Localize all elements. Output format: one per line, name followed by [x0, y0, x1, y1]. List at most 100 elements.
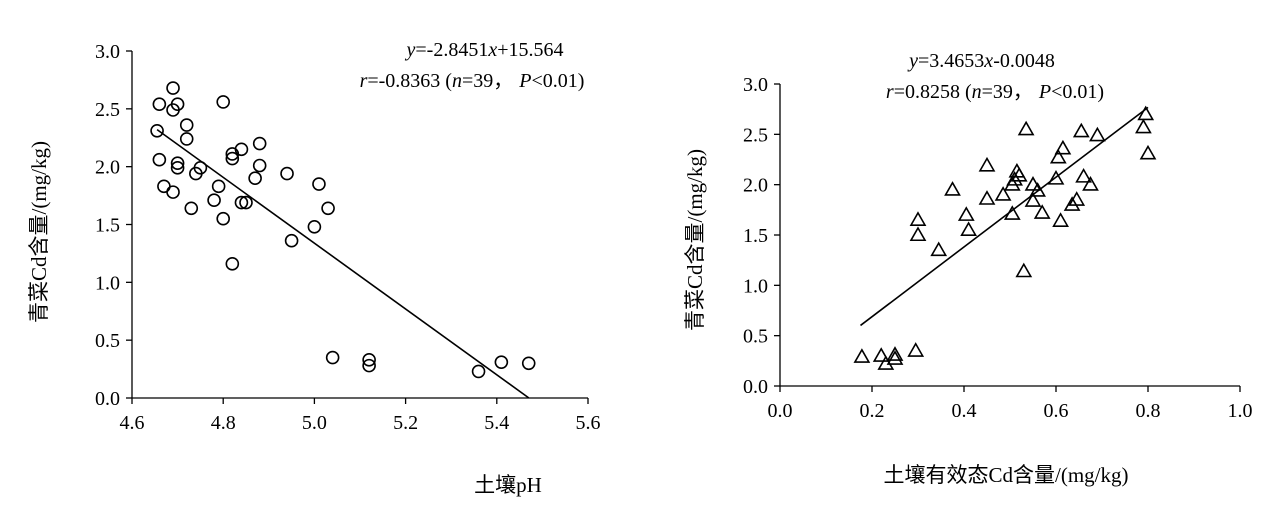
- x-tick-label: 4.8: [211, 412, 236, 434]
- y-tick-label: 1.5: [95, 215, 120, 237]
- regression-line: [860, 106, 1149, 327]
- data-point: [312, 177, 326, 191]
- data-point: [1089, 126, 1106, 142]
- data-point: [471, 364, 486, 379]
- data-point: [1010, 166, 1028, 182]
- fit-line: [156, 128, 530, 399]
- data-point: [886, 350, 904, 365]
- data-point: [886, 346, 904, 361]
- data-point: [1139, 144, 1157, 160]
- data-point: [280, 166, 294, 181]
- fit-line: [860, 106, 1149, 327]
- data-point: [211, 179, 226, 194]
- x-tick-label: 5.2: [393, 412, 418, 434]
- x-tick-label: 0.8: [1136, 400, 1161, 422]
- x-tick-label: 0.0: [768, 400, 793, 422]
- x-tick-label: 0.2: [860, 400, 885, 422]
- data-point: [960, 221, 977, 237]
- data-point: [494, 355, 509, 369]
- data-point: [853, 348, 871, 363]
- regression-line: [156, 128, 530, 399]
- data-points: [853, 105, 1157, 370]
- data-point: [170, 97, 185, 112]
- y-tick-label: 2.0: [95, 157, 120, 179]
- tick-labels: 0.0 0.2 0.4 0.6 0.8 1.0 0.0 0.5 1.0 1.5 2.0 2.5 3.0: [743, 74, 1253, 422]
- data-point: [1054, 139, 1072, 155]
- data-point: [284, 233, 299, 248]
- data-point: [239, 195, 253, 210]
- data-point: [152, 152, 167, 167]
- equation-line-1: y=-2.8451x+15.564: [404, 39, 563, 61]
- data-point: [248, 171, 262, 186]
- data-point: [1008, 162, 1026, 178]
- data-point: [234, 195, 249, 210]
- data-point: [1006, 171, 1023, 186]
- chart-available-cd-vs-cd: 0.0 0.2 0.4 0.6 0.8 1.00.00.51.01.52.02.53.0 …: [683, 50, 1253, 487]
- data-point: [521, 356, 536, 371]
- data-point: [325, 350, 340, 365]
- data-point: [152, 97, 167, 112]
- axes: [774, 83, 1241, 392]
- y-tick-label: 3.0: [743, 74, 768, 96]
- data-point: [1024, 176, 1042, 191]
- x-tick-label: 0.6: [1044, 400, 1069, 422]
- data-point: [307, 220, 322, 234]
- data-point: [909, 226, 927, 242]
- data-point: [1137, 105, 1155, 121]
- y-tick-label: 2.5: [743, 124, 768, 146]
- y-tick-label: 2.0: [743, 175, 768, 197]
- y-tick-label: 1.0: [95, 272, 120, 294]
- data-point: [1068, 191, 1086, 206]
- x-tick-label: 5.4: [484, 412, 509, 434]
- data-point: [179, 118, 194, 132]
- data-point: [362, 358, 376, 373]
- y-axis-label: 青菜Cd含量/(mg/kg): [27, 141, 51, 323]
- data-point: [1063, 196, 1081, 211]
- x-tick-label: 0.4: [952, 400, 977, 422]
- chart-ph-vs-cd: 4.6 4.8 5.0 5.2 5.4 5.60.00.51.01.52.02.53.0 …: [27, 39, 601, 497]
- data-point: [1033, 204, 1051, 219]
- data-point: [166, 185, 180, 199]
- x-axis-label: 土壤pH: [474, 473, 542, 497]
- data-point: [1052, 212, 1069, 227]
- data-point: [1082, 176, 1099, 191]
- data-point: [170, 161, 185, 175]
- data-point: [170, 156, 185, 170]
- equation-line-2: r=-0.8363 (n=39， P<0.01): [360, 70, 585, 92]
- y-tick-label: 0.5: [743, 326, 768, 348]
- axes: [126, 50, 589, 404]
- data-point: [225, 151, 240, 166]
- data-point: [907, 342, 925, 357]
- data-point: [234, 142, 249, 157]
- equation-line-1: y=3.4653x-0.0048: [907, 50, 1055, 72]
- data-point: [944, 181, 961, 196]
- y-tick-label: 0.0: [743, 376, 768, 398]
- data-point: [166, 81, 180, 95]
- data-point: [179, 132, 194, 146]
- data-point: [1135, 118, 1152, 134]
- data-point: [1015, 262, 1033, 278]
- data-point: [1047, 170, 1065, 185]
- y-tick-label: 3.0: [95, 41, 120, 63]
- data-point: [1024, 192, 1042, 207]
- tick-labels: 4.6 4.8 5.0 5.2 5.4 5.6 0.0 0.5 1.0 1.5 2.0 2.5 3.0: [95, 41, 601, 434]
- data-point: [1017, 120, 1035, 136]
- data-point: [872, 347, 890, 362]
- x-axis-label: 土壤有效态Cd含量/(mg/kg): [884, 463, 1129, 487]
- x-tick-label: 4.6: [120, 412, 145, 434]
- data-point: [1075, 168, 1092, 183]
- data-point: [252, 136, 267, 151]
- y-tick-label: 1.5: [743, 225, 768, 247]
- data-point: [957, 206, 975, 221]
- y-tick-label: 2.5: [95, 99, 120, 121]
- y-tick-label: 0.5: [95, 330, 120, 352]
- data-point: [930, 241, 948, 257]
- data-point: [150, 124, 164, 138]
- data-point: [994, 186, 1012, 201]
- data-point: [252, 158, 267, 173]
- data-point: [216, 95, 230, 109]
- y-tick-label: 0.0: [95, 388, 120, 410]
- y-axis-label: 青菜Cd含量/(mg/kg): [683, 149, 707, 331]
- data-point: [978, 156, 996, 172]
